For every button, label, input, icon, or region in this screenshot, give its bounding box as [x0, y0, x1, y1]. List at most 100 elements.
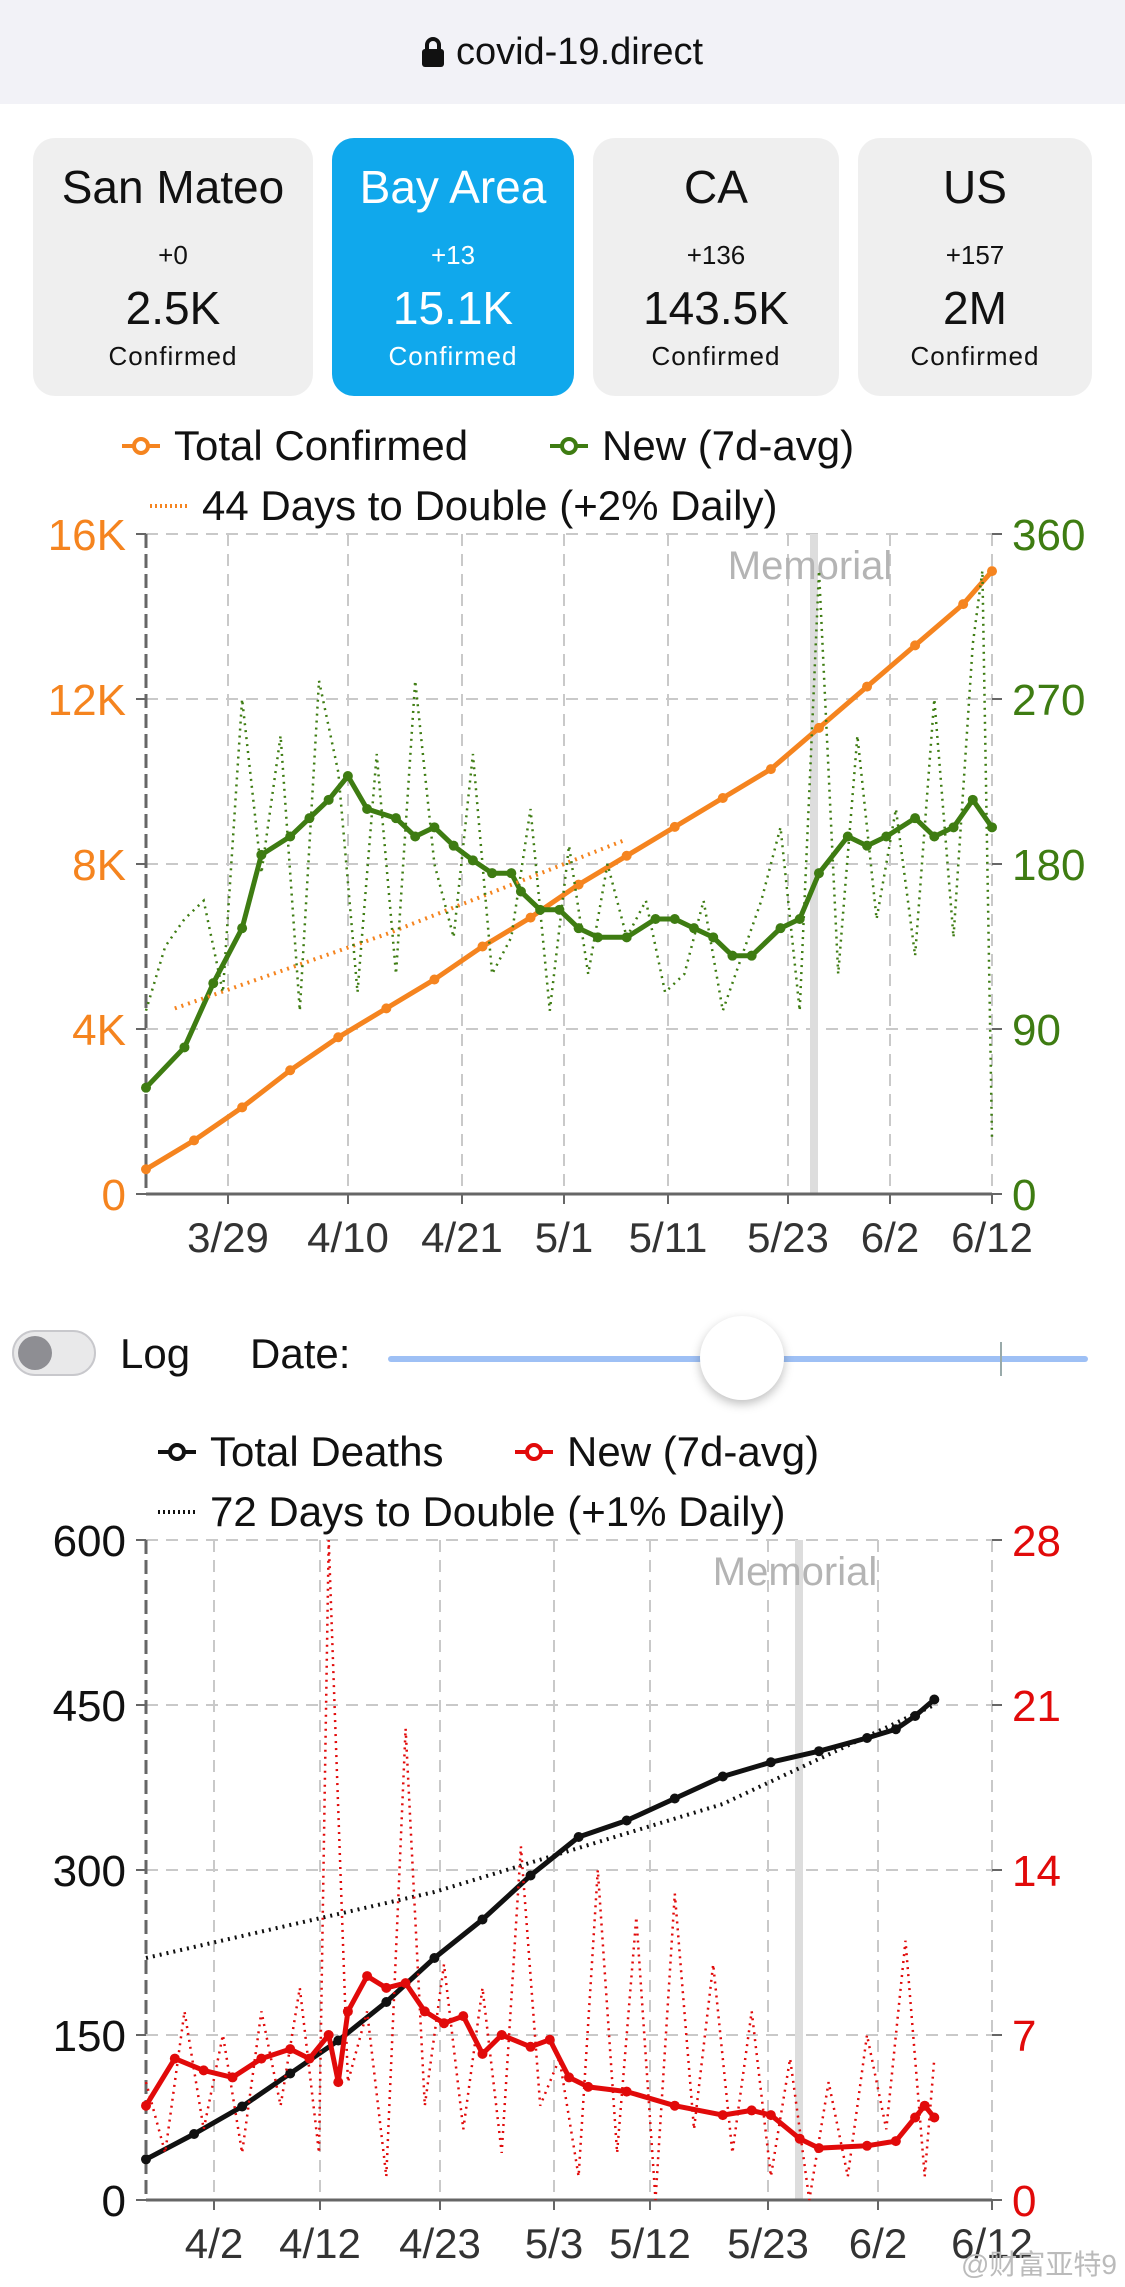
y-left-tick-label: 450 — [53, 1682, 126, 1731]
x-tick-label: 5/23 — [727, 2220, 809, 2267]
x-tick-label: 5/3 — [525, 2220, 583, 2267]
date-label: Date: — [250, 1330, 351, 1377]
series-point-new-7d-avg — [496, 2030, 507, 2040]
x-tick-label: 4/12 — [279, 2220, 361, 2267]
series-point-new-7d-avg — [381, 1982, 392, 1993]
series-point-total-deaths — [573, 1832, 584, 1842]
legend-circle-marker — [168, 1443, 186, 1461]
x-tick-label: 5/11 — [629, 1214, 708, 1261]
x-tick-label: 6/2 — [849, 2220, 907, 2267]
y-left-tick-label: 16K — [48, 511, 126, 560]
series-point-total-confirmed — [958, 599, 969, 610]
series-point-total-confirmed — [862, 681, 873, 692]
series-point-new-7d-avg — [467, 855, 478, 866]
y-left-tick-label: 600 — [53, 1517, 126, 1566]
series-point-total-deaths — [765, 1757, 776, 1768]
legend-label-2: New (7d-avg) — [602, 422, 854, 469]
series-point-new-7d-avg — [813, 868, 824, 879]
watermark: @财富亚特9 — [961, 2249, 1117, 2280]
series-point-total-confirmed — [525, 912, 536, 923]
tab-value: 2M — [943, 282, 1007, 334]
chart-controls: Log Date: — [0, 1300, 1125, 1410]
tab-us[interactable]: US +157 2M Confirmed — [858, 138, 1092, 396]
series-line-new-7d-avg — [143, 1973, 937, 2151]
series-point-new-7d-avg — [342, 771, 353, 781]
series-point-new-7d-avg — [794, 2133, 805, 2144]
x-tick-label: 6/12 — [951, 1214, 1033, 1261]
tab-bay-area[interactable]: Bay Area +13 15.1K Confirmed — [332, 138, 574, 396]
legend-label-1: Total Confirmed — [174, 422, 468, 469]
memorial-band — [810, 534, 818, 1194]
series-point-total-deaths — [189, 2129, 200, 2139]
series-point-total-deaths — [429, 1953, 440, 1963]
series-point-new-7d-avg — [717, 2110, 728, 2121]
series-point-new-7d-avg — [881, 831, 892, 842]
series-point-new-7d-avg — [525, 2041, 536, 2052]
lock-icon — [421, 37, 444, 67]
series-point-new-7d-avg — [890, 2136, 901, 2147]
y-right-tick-label: 28 — [1012, 1517, 1061, 1566]
series-point-new-7d-avg — [515, 886, 526, 897]
y-right-tick-label: 270 — [1012, 676, 1085, 725]
series-point-new-7d-avg — [842, 831, 853, 842]
series-point-new-7d-avg — [708, 932, 719, 943]
log-label: Log — [120, 1330, 191, 1377]
series-point-new-7d-avg — [179, 1042, 190, 1053]
series-point-new-7d-avg — [746, 950, 757, 961]
series-point-new-7d-avg — [621, 2086, 632, 2097]
series-point-new-7d-avg — [237, 923, 248, 934]
legend-label-3: 44 Days to Double (+2% Daily) — [202, 482, 777, 529]
tab-delta: +13 — [430, 240, 476, 270]
y-right-tick-label: 0 — [1012, 2177, 1036, 2226]
series-point-new-7d-avg — [448, 840, 459, 851]
series-point-new-7d-avg — [910, 813, 921, 824]
series-point-new-7d-avg — [169, 2053, 180, 2064]
deaths-chart: Total Deaths New (7d-avg) 72 Days to Doubl… — [53, 1428, 1061, 2267]
series-point-new-7d-avg — [227, 2072, 238, 2083]
series-point-total-confirmed — [669, 821, 680, 832]
x-tick-label: 3/29 — [187, 1214, 269, 1261]
series-point-new-7d-avg — [535, 904, 546, 915]
tab-name: CA — [684, 161, 748, 213]
series-point-new-7d-avg — [948, 822, 959, 833]
log-toggle[interactable] — [12, 1330, 96, 1376]
series-point-new-7d-avg — [794, 914, 805, 924]
series-point-new-7d-avg — [439, 2018, 450, 2029]
browser-url-bar[interactable]: covid-19.direct — [0, 0, 1125, 106]
series-point-new-7d-avg — [862, 2140, 873, 2151]
x-tick-label: 6/2 — [861, 1214, 919, 1261]
series-point-total-confirmed — [381, 1003, 392, 1014]
tab-delta: +136 — [686, 240, 746, 270]
x-tick-label: 6/12 — [951, 2220, 1033, 2267]
series-point-new-7d-avg — [583, 2081, 594, 2092]
y-right-tick-label: 7 — [1012, 2012, 1036, 2061]
series-point-new-7d-avg — [323, 794, 334, 805]
series-point-new-7d-avg — [256, 2053, 267, 2064]
series-point-total-confirmed — [141, 1164, 151, 1175]
series-point-new-7d-avg — [669, 2100, 680, 2111]
series-point-total-confirmed — [717, 793, 728, 803]
y-right-tick-label: 0 — [1012, 1171, 1036, 1220]
series-point-new-7d-avg — [544, 2034, 555, 2045]
series-point-total-deaths — [813, 1746, 824, 1757]
series-point-new-7d-avg — [765, 2110, 776, 2121]
series-point-new-7d-avg — [304, 813, 315, 824]
series-point-new-7d-avg — [929, 831, 940, 842]
series-point-total-deaths — [381, 1997, 392, 2007]
series-point-total-confirmed — [987, 566, 997, 577]
legend-circle-marker — [560, 437, 578, 455]
date-slider-thumb[interactable] — [700, 1316, 784, 1400]
series-point-new-7d-avg — [669, 914, 680, 924]
series-point-new-7d-avg — [198, 2065, 209, 2076]
tab-ca[interactable]: CA +136 143.5K Confirmed — [593, 138, 839, 396]
tab-san-mateo[interactable]: San Mateo +0 2.5K Confirmed — [33, 138, 313, 396]
x-tick-label: 5/1 — [535, 1214, 593, 1261]
tab-delta: +0 — [158, 240, 188, 270]
series-line-total-confirmed — [144, 569, 994, 1172]
y-left-tick-label: 12K — [48, 676, 126, 725]
y-left-tick-label: 150 — [53, 2012, 126, 2061]
series-point-total-deaths — [525, 1870, 536, 1881]
series-point-total-confirmed — [621, 850, 632, 861]
series-point-new-7d-avg — [650, 914, 661, 924]
series-point-new-7d-avg — [400, 1978, 411, 1989]
